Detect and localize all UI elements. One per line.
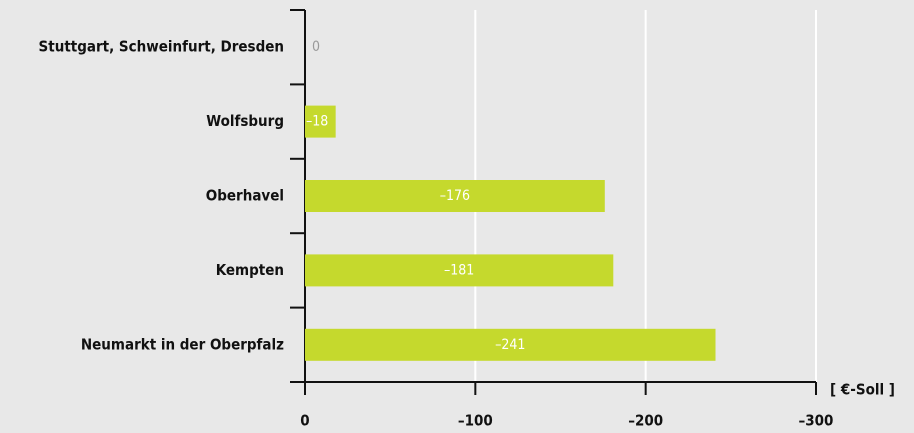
bar <box>305 328 716 361</box>
bar <box>305 105 336 138</box>
y-tick-label: Neumarkt in der Oberpfalz <box>81 335 284 353</box>
y-tick-label: Stuttgart, Schweinfurt, Dresden <box>39 38 284 56</box>
y-tick-label: Wolfsburg <box>206 112 284 130</box>
x-tick-label: –200 <box>628 412 663 430</box>
bar <box>305 254 614 287</box>
x-tick-label: –300 <box>799 412 834 430</box>
bar <box>305 180 605 212</box>
x-tick-label: –100 <box>458 412 493 430</box>
x-tick-label: 0 <box>300 412 309 430</box>
value-label: –176 <box>440 188 470 204</box>
value-label: –18 <box>306 114 328 130</box>
value-label: –181 <box>444 262 474 278</box>
y-tick-label: Kempten <box>216 261 284 279</box>
value-label: 0 <box>312 39 320 55</box>
x-axis-label: [ €-Soll ] <box>830 381 895 399</box>
value-label: –241 <box>495 337 525 353</box>
y-tick-label: Oberhavel <box>206 187 284 205</box>
